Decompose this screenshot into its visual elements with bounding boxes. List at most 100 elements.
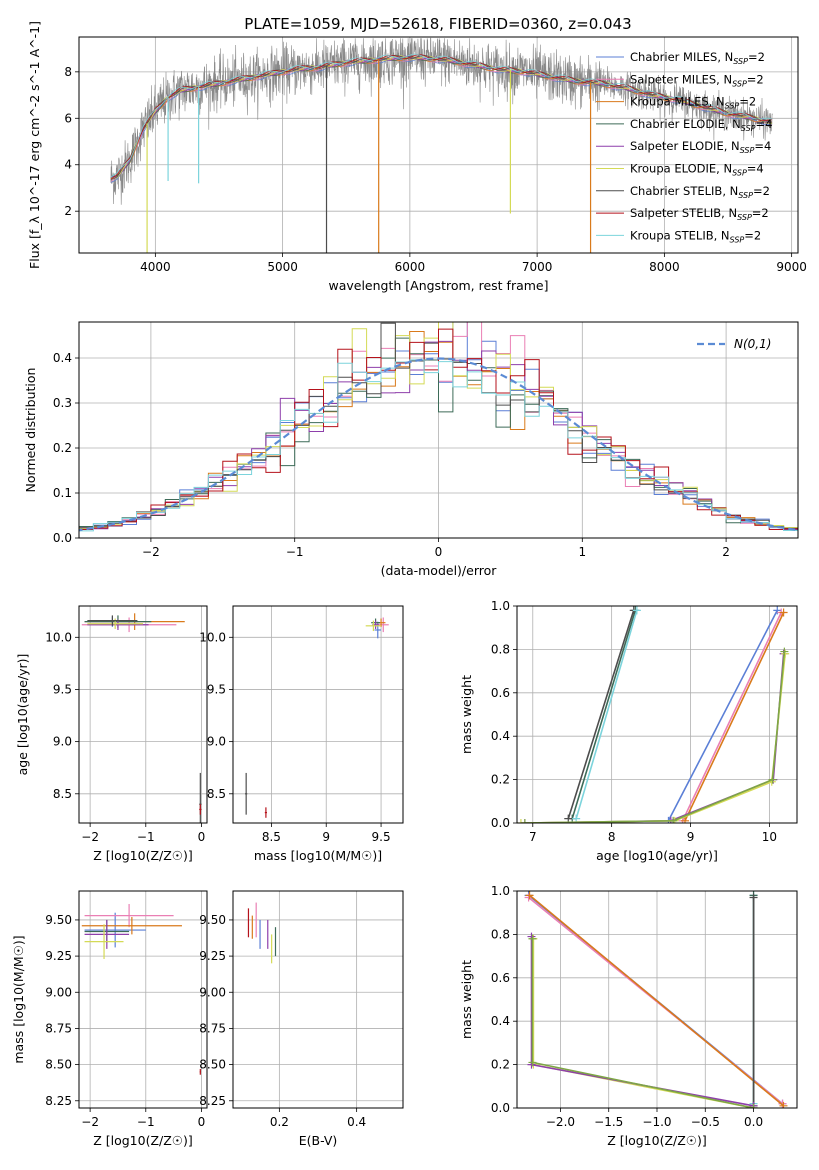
age-vs-Z-axes: −2 −1 0 8.5 9.0 9.5 10.0 <box>45 630 205 844</box>
mass-weight-vs-Z-ytick-label: 0.0 <box>491 1101 510 1115</box>
mass-weight-vs-age-series-line <box>667 609 779 822</box>
mass-weight-vs-Z-marker <box>749 893 758 902</box>
spectrum-legend-label: Chabrier MILES, NSSP=2 <box>630 50 765 66</box>
age-vs-z-panel: −2 −1 0 8.5 9.0 9.5 10.0 Z [log10(Z/Z☉)] age [lo… <box>15 605 208 863</box>
age-vs-mass-point <box>377 617 389 633</box>
mass-vs-EBV-ytick-label: 8.25 <box>199 1094 226 1108</box>
mass-vs-Z-ytick-label: 9.25 <box>45 949 72 963</box>
mass-weight-vs-Z-marker <box>528 1058 537 1067</box>
spectrum-frame <box>78 36 799 254</box>
mass-weight-vs-age-marker <box>632 606 641 615</box>
mass-vs-Z-point <box>84 924 124 959</box>
mass-weight-vs-Z-ylabel: mass weight <box>459 960 474 1039</box>
mass-weight-vs-Z-ytick-label: 0.8 <box>491 927 510 941</box>
age-vs-mass-xlabel: mass [log10(M/M☉)] <box>254 848 382 863</box>
spectrum-xtick-label: 8000 <box>649 260 680 274</box>
residual-histogram-xtick-label: 2 <box>722 545 730 559</box>
spectrum-xlabel: wavelength [Angstrom, rest frame] <box>328 278 548 293</box>
age-vs-mass-panel: 8.5 9 9.5 8.5 9.0 9.5 10.0 mass [log10(M/M☉)] <box>199 605 404 863</box>
age-vs-mass-ytick-label: 9.5 <box>207 682 226 696</box>
residual-histogram-ytick-label: 0.3 <box>53 396 72 410</box>
spectrum-axes: 4000 5000 6000 7000 8000 9000 2 4 6 8 <box>64 65 807 274</box>
residual-histogram-ytick-label: 0.2 <box>53 441 72 455</box>
mass-vs-Z-frame <box>78 890 208 1109</box>
spectrum-xtick-label: 4000 <box>140 260 171 274</box>
spectrum-legend-label: Chabrier STELIB, NSSP=2 <box>630 184 770 200</box>
mass-weight-vs-age-plot-area <box>517 606 790 823</box>
mass-weight-vs-age-series-line <box>684 612 785 822</box>
residual-histogram-ytick-label: 0.0 <box>53 531 72 545</box>
mass-vs-Z-point <box>81 917 182 935</box>
spectrum-legend: Chabrier MILES, NSSP=2 Salpeter MILES, NS… <box>596 50 772 244</box>
mass-weight-vs-age-series-line <box>571 610 637 819</box>
mass-weight-vs-Z-series-line <box>529 894 785 1107</box>
mass-weight-vs-age-ytick-label: 0.0 <box>491 816 510 830</box>
spectrum-legend-label: Kroupa ELODIE, NSSP=4 <box>630 162 764 178</box>
mass-weight-vs-Z-ytick-label: 0.2 <box>491 1058 510 1072</box>
spectrum-xtick-label: 9000 <box>776 260 807 274</box>
mass-weight-vs-age-marker <box>779 608 788 617</box>
mass-vs-Z-axes: −2 −1 0 8.25 8.50 8.75 9.00 9.25 9.50 <box>45 913 205 1129</box>
mass-vs-Z-xtick-label: −2 <box>81 1115 99 1129</box>
mass-vs-EBV-plot-area <box>247 902 277 964</box>
mass-weight-vs-age-xtick-label: 7 <box>529 830 537 844</box>
mass-vs-Z-ytick-label: 8.75 <box>45 1021 72 1035</box>
mass-vs-ebv-panel: 0.2 0.4 8.25 8.50 8.75 9.00 9.25 9.50 E(B-V) <box>199 890 404 1148</box>
mass-vs-Z-xlabel: Z [log10(Z/Z☉)] <box>93 1133 193 1148</box>
mass-vs-Z-point <box>84 919 130 949</box>
mass-weight-vs-age-series-line <box>681 612 782 822</box>
mass-weight-vs-Z-marker <box>779 1101 788 1108</box>
residual-histogram-xtick-label: 0 <box>435 545 443 559</box>
residual-histogram-panel: −2 −1 0 1 2 0.0 0.1 0.2 0.3 0.4 (data-model)/error… <box>23 321 799 578</box>
mass-vs-Z-point <box>199 1068 201 1075</box>
spectrum-panel: 4000 5000 6000 7000 8000 9000 2 4 6 8 wavelength [… <box>27 21 807 293</box>
age-vs-mass-plot-area <box>245 617 389 818</box>
residual-histogram-ylabel: Normed distribution <box>23 368 38 493</box>
age-vs-Z-ytick-label: 8.5 <box>53 787 72 801</box>
age-vs-Z-xlabel: Z [log10(Z/Z☉)] <box>93 848 193 863</box>
mass-weight-vs-age-marker <box>681 816 689 823</box>
spectrum-ytick-label: 6 <box>64 111 72 125</box>
mass-weight-vs-age-marker <box>669 816 678 823</box>
mass-weight-vs-Z-xtick-label: −2.0 <box>546 1115 575 1129</box>
residual-histogram-xtick-label: 1 <box>578 545 586 559</box>
normal-distribution-curve <box>79 357 798 532</box>
age-vs-mass-xtick-label: 9 <box>322 830 330 844</box>
spectrum-legend-label: Salpeter ELODIE, NSSP=4 <box>630 139 771 155</box>
spectrum-plot-area <box>110 37 773 253</box>
spectrum-ytick-label: 2 <box>64 204 72 218</box>
age-vs-mass-xtick-label: 8.5 <box>262 830 281 844</box>
mass-vs-EBV-ytick-label: 9.50 <box>199 913 226 927</box>
age-vs-Z-ytick-label: 9.5 <box>53 682 72 696</box>
mass-weight-vs-age-frame <box>516 605 798 824</box>
mass-weight-vs-age-xtick-label: 8 <box>608 830 616 844</box>
residual-histogram-xtick-label: −2 <box>142 545 160 559</box>
mass-weight-vs-age-ytick-label: 1.0 <box>491 599 510 613</box>
mass-vs-EBV-xtick-label: 0.2 <box>270 1115 289 1129</box>
mass-vs-Z-point <box>84 904 174 928</box>
mass-vs-Z-ytick-label: 8.25 <box>45 1094 72 1108</box>
mass-weight-vs-age-panel: 7 8 9 10 0.0 0.2 0.4 0.6 0.8 1.0 age [log10(age/yr… <box>459 599 798 863</box>
mass-weight-vs-age-marker <box>520 819 529 823</box>
mass-weight-vs-age-axes: 7 8 9 10 0.0 0.2 0.4 0.6 0.8 1.0 <box>491 599 777 844</box>
mass-weight-vs-age-marker <box>572 814 581 823</box>
residual-legend: N(0,1) <box>697 337 771 351</box>
age-vs-mass-point <box>245 772 248 815</box>
age-vs-Z-plot-area <box>81 613 202 823</box>
mass-weight-vs-age-marker <box>768 775 777 784</box>
residual-histogram-frame <box>78 321 799 539</box>
spectrum-model-line <box>110 53 773 178</box>
mass-vs-Z-xtick-label: −1 <box>137 1115 155 1129</box>
mass-vs-EBV-xlabel: E(B-V) <box>299 1133 338 1148</box>
mass-weight-vs-age-ytick-label: 0.2 <box>491 773 510 787</box>
mass-weight-vs-age-series-line <box>524 651 786 823</box>
mass-vs-Z-ylabel: mass [log10(M/M☉)] <box>11 935 26 1063</box>
age-vs-mass-axes: 8.5 9 9.5 8.5 9.0 9.5 10.0 <box>199 630 390 844</box>
spectrum-xtick-label: 7000 <box>522 260 553 274</box>
mass-weight-vs-age-series-line <box>575 610 638 819</box>
spectrum-model-line <box>110 54 773 180</box>
mass-weight-vs-Z-marker <box>525 891 534 900</box>
mass-weight-vs-age-xlabel: age [log10(age/yr)] <box>596 848 718 863</box>
age-vs-mass-frame <box>232 605 404 824</box>
